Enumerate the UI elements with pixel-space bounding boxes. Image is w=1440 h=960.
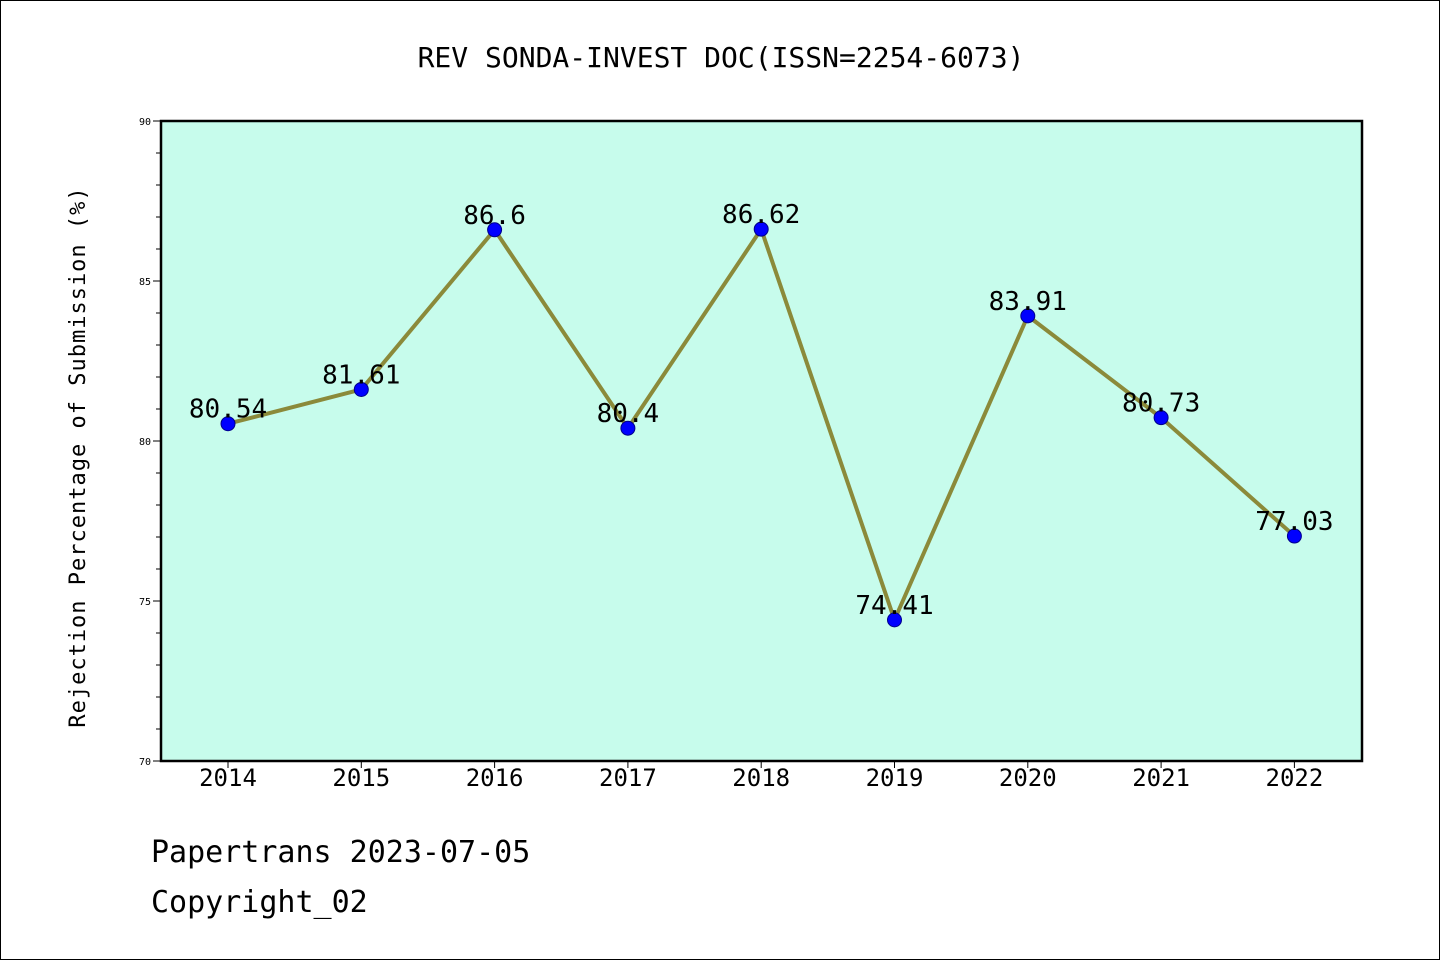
chart-title: REV SONDA-INVEST DOC(ISSN=2254-6073)	[418, 41, 1025, 74]
data-label: 81.61	[322, 360, 400, 390]
data-point	[1153, 410, 1169, 426]
data-point	[887, 612, 902, 628]
x-tick-label: 2016	[466, 764, 524, 792]
data-point	[220, 416, 236, 432]
x-tick-label: 2019	[866, 764, 924, 792]
data-point	[353, 381, 369, 397]
data-point	[487, 222, 503, 238]
y-tick-label: 75	[139, 597, 151, 608]
data-label: 86.6	[463, 201, 526, 231]
data-point	[1020, 308, 1036, 324]
data-label: 80.4	[597, 399, 660, 429]
data-label: 77.03	[1255, 507, 1333, 537]
data-point	[753, 221, 769, 237]
plot-frame	[159, 119, 1364, 763]
data-labels: 80.54 81.61 86.6 80.4 86.62 74.41 83.91 80.73 77…	[189, 200, 1334, 621]
x-tick-label: 2018	[732, 764, 790, 792]
data-label: 86.62	[722, 200, 800, 230]
footer-copyright: Copyright_02	[151, 885, 368, 920]
y-axis-label: Rejection Percentage of Submission (%)	[66, 186, 91, 727]
data-label: 74.41	[855, 591, 933, 621]
data-markers	[220, 221, 1302, 628]
y-axis: 70 75 80 85 90	[139, 117, 161, 768]
x-tick-label: 2022	[1266, 764, 1324, 792]
data-label: 80.54	[189, 395, 267, 425]
x-tick-label: 2017	[599, 764, 657, 792]
y-tick-label: 70	[139, 757, 151, 768]
x-tick-label: 2021	[1132, 764, 1190, 792]
x-tick-label: 2020	[999, 764, 1057, 792]
x-tick-label: 2014	[199, 764, 257, 792]
data-label: 80.73	[1122, 389, 1200, 419]
y-tick-label: 85	[139, 277, 151, 288]
footer-date: Papertrans 2023-07-05	[151, 835, 531, 870]
data-label: 83.91	[989, 287, 1067, 317]
data-point	[620, 420, 636, 436]
x-tick-label: 2015	[332, 764, 390, 792]
data-point	[1286, 528, 1302, 544]
y-tick-label: 80	[139, 437, 151, 448]
y-tick-label: 90	[139, 117, 151, 128]
x-axis: 2014 2015 2016 2017 2018 2019 2020 2021 2022	[199, 761, 1323, 792]
